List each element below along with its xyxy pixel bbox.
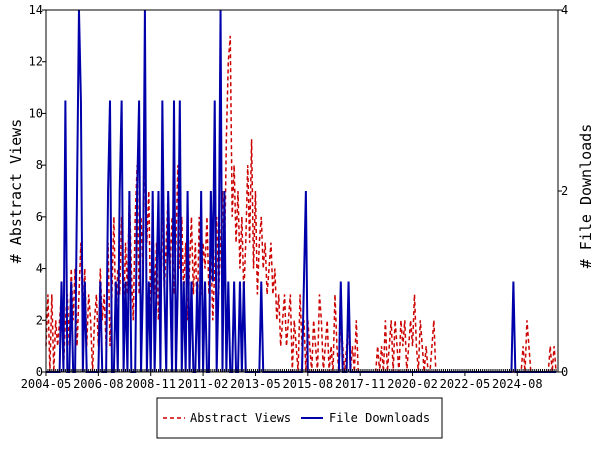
- y-axis-title-left: # Abstract Views: [7, 119, 25, 264]
- y-left-tick-label: 2: [36, 313, 43, 327]
- y-right-tick-label: 4: [561, 3, 568, 17]
- x-tick-label: 2024-08: [492, 377, 543, 391]
- y-right-tick-label: 2: [561, 184, 568, 198]
- legend-label-abstract-views: Abstract Views: [190, 411, 291, 425]
- x-tick-label: 2020-02: [387, 377, 438, 391]
- y-left-tick-label: 0: [36, 365, 43, 379]
- y-left-tick-label: 8: [36, 158, 43, 172]
- x-tick-label: 2015-08: [283, 377, 334, 391]
- y-left-tick-label: 10: [29, 106, 43, 120]
- y-left-tick-label: 6: [36, 210, 43, 224]
- x-tick-label: 2013-05: [230, 377, 281, 391]
- x-tick-label: 2011-02: [178, 377, 229, 391]
- series-layer: [45, 9, 557, 373]
- y-axis-title-right: # File Downloads: [577, 124, 595, 269]
- axes-layer: 2004-05 2006-08 2008-11 2011-02 2013-05 2015-…: [21, 3, 569, 391]
- y-left-tick-label: 4: [36, 262, 43, 276]
- x-tick-label: 2008-11: [125, 377, 176, 391]
- x-tick-label: 2006-08: [73, 377, 124, 391]
- y-left-tick-label: 12: [29, 55, 43, 69]
- x-tick-label: 2022-05: [440, 377, 491, 391]
- legend: Abstract Views File Downloads: [156, 397, 443, 439]
- y-left-tick-label: 14: [29, 3, 43, 17]
- legend-label-file-downloads: File Downloads: [329, 411, 430, 425]
- x-tick-label: 2004-05: [21, 377, 72, 391]
- legend-box: [156, 397, 443, 439]
- x-tick-label: 2017-11: [335, 377, 386, 391]
- y-right-tick-label: 0: [561, 365, 568, 379]
